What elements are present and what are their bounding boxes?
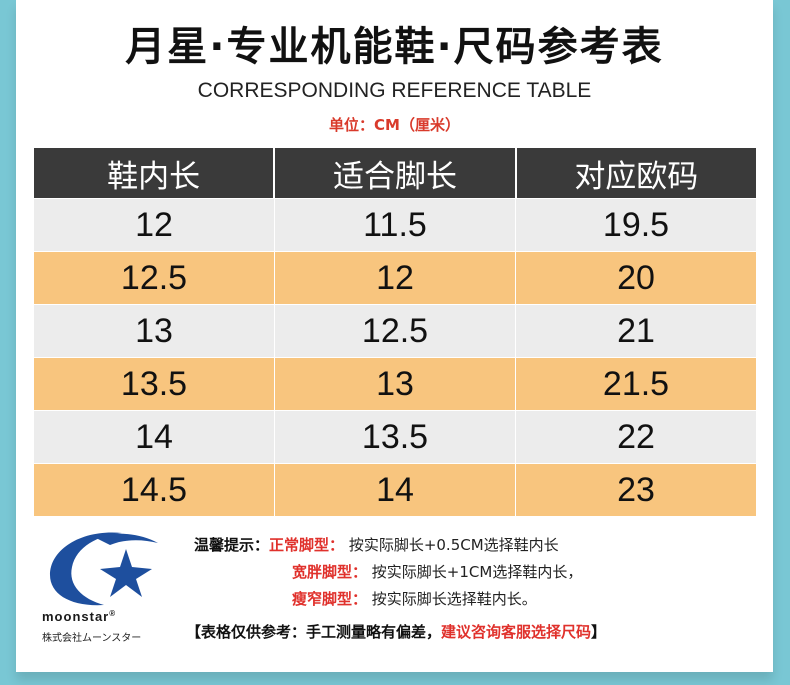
size-table: 鞋内长 适合脚长 对应欧码 12 11.5 19.5 12.5 12 20 13…: [34, 148, 756, 516]
size-chart-card: 月星·专业机能鞋·尺码参考表 CORRESPONDING REFERENCE T…: [16, 0, 773, 672]
tip-text: 按实际脚长+1CM选择鞋内长，: [371, 563, 583, 581]
table-cell: 19.5: [515, 199, 756, 251]
table-cell: 14: [274, 464, 515, 516]
tip-line: 温馨提示：正常脚型： 按实际脚长+0.5CM选择鞋内长: [194, 532, 754, 559]
tip-type: 瘦窄脚型：: [292, 590, 368, 608]
tip-line: 宽胖脚型： 按实际脚长+1CM选择鞋内长，: [194, 559, 754, 586]
page-title: 月星·专业机能鞋·尺码参考表: [125, 24, 664, 70]
tip-type: 正常脚型：: [269, 536, 345, 554]
note-highlight: 建议咨询客服选择尺码: [441, 623, 592, 641]
table-cell: 21: [515, 305, 756, 357]
table-cell: 13.5: [120, 364, 188, 403]
table-cell: 12.5: [274, 305, 515, 357]
page-subtitle: CORRESPONDING REFERENCE TABLE: [197, 79, 592, 102]
moonstar-logo: moonstar® 株式会社ムーンスター: [42, 527, 172, 657]
tip-text: 按实际脚长+0.5CM选择鞋内长: [348, 536, 559, 554]
table-cell: 12.5: [120, 258, 188, 297]
table-row: 12.5 12 20: [34, 251, 756, 304]
disclaimer-note: 【表格仅供参考：手工测量略有偏差，建议咨询客服选择尺码】: [186, 621, 606, 642]
table-cell: 13: [135, 311, 173, 350]
logo-name: moonstar: [42, 609, 110, 624]
logo-wordmark: moonstar®: [42, 609, 172, 624]
logo-subtext: 株式会社ムーンスター: [42, 633, 142, 644]
tips-section: 温馨提示：正常脚型： 按实际脚长+0.5CM选择鞋内长 宽胖脚型： 按实际脚长+…: [194, 532, 754, 613]
logo-registered-mark: ®: [109, 609, 117, 618]
table-cell: 12: [274, 252, 515, 304]
table-row: 14.5 14 23: [34, 463, 756, 516]
table-row: 13.5 13 21.5: [34, 357, 756, 410]
tip-line: 瘦窄脚型： 按实际脚长选择鞋内长。: [194, 586, 754, 613]
table-cell: 11.5: [274, 199, 515, 251]
note-end: 】: [591, 623, 607, 641]
table-cell: 12: [135, 205, 173, 244]
table-cell: 13: [274, 358, 515, 410]
table-row: 13 12.5 21: [34, 304, 756, 357]
table-cell: 14: [135, 417, 173, 456]
column-header-insole-length: 鞋内长: [107, 158, 201, 195]
tip-type: 宽胖脚型：: [292, 563, 368, 581]
column-header-foot-length: 适合脚长: [273, 148, 514, 198]
table-header-row: 鞋内长 适合脚长 对应欧码: [34, 148, 756, 198]
note-text: 【表格仅供参考：手工测量略有偏差，: [186, 623, 442, 641]
table-cell: 21.5: [515, 358, 756, 410]
table-cell: 22: [515, 411, 756, 463]
tips-label: 温馨提示：: [194, 536, 270, 554]
unit-label: 单位：CM（厘米）: [329, 116, 460, 134]
table-cell: 23: [515, 464, 756, 516]
table-row: 12 11.5 19.5: [34, 198, 756, 251]
table-row: 14 13.5 22: [34, 410, 756, 463]
tip-text: 按实际脚长选择鞋内长。: [371, 590, 537, 608]
table-cell: 13.5: [274, 411, 515, 463]
moonstar-emblem-icon: [50, 532, 158, 606]
table-cell: 14.5: [120, 470, 188, 509]
column-header-eu-size: 对应欧码: [514, 148, 756, 198]
table-cell: 20: [515, 252, 756, 304]
